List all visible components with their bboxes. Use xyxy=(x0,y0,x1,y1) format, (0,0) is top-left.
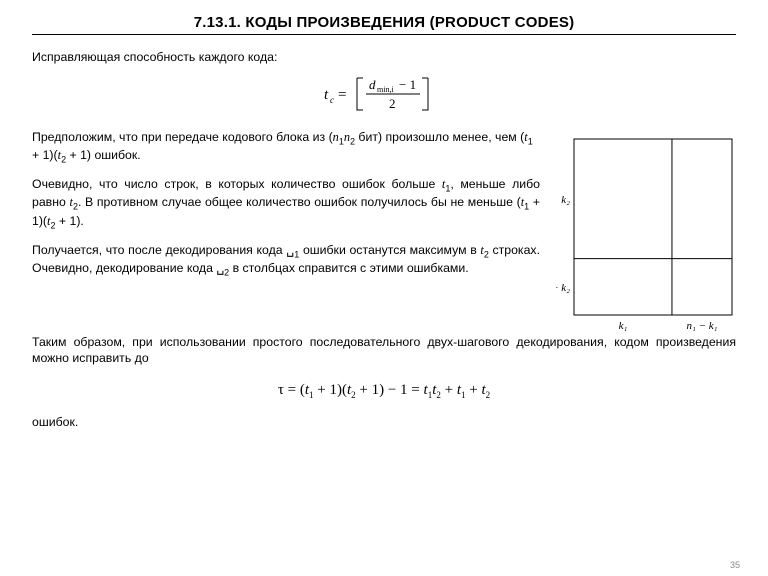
formula-tau: τ = (t1 + 1)(t2 + 1) − 1 = t1t2 + t1 + t… xyxy=(32,381,736,400)
figure-column: k₂ n₂ − k₂ k₁ n₁ − k₁ xyxy=(556,129,736,340)
text-column: Предположим, что при передаче кодового б… xyxy=(32,129,540,340)
para-intro: Исправляющая способность каждого кода: xyxy=(32,49,736,66)
p2d: + 1) ошибок. xyxy=(66,148,141,162)
p3e: + 1). xyxy=(55,214,83,228)
p2b: бит) произошло менее, чем ( xyxy=(355,130,524,144)
f1-num-minus1: − 1 xyxy=(399,77,416,92)
para-3: Очевидно, что число строк, в которых кол… xyxy=(32,176,540,232)
p4a: Получается, что после декодирования кода… xyxy=(32,243,294,257)
svg-text:n₂ − k₂: n₂ − k₂ xyxy=(556,281,570,293)
p3c: . В противном случае общее количество ош… xyxy=(78,195,521,209)
page: 7.13.1. КОДЫ ПРОИЗВЕДЕНИЯ (PRODUCT CODES… xyxy=(0,0,768,576)
f1-num-sub: min,i xyxy=(377,85,394,94)
f1-den: 2 xyxy=(389,96,396,111)
para-5: Таким образом, при использовании простог… xyxy=(32,334,736,367)
p3a: Очевидно, что число строк, в которых кол… xyxy=(32,177,442,191)
p2a: Предположим, что при передаче кодового б… xyxy=(32,130,333,144)
f1-lhs-sub: c xyxy=(330,95,334,105)
body: Исправляющая способность каждого кода: t… xyxy=(32,49,736,430)
formula-tc: t c = d min,i − 1 2 xyxy=(32,72,736,121)
svg-text:k₁: k₁ xyxy=(619,320,628,332)
para-2: Предположим, что при передаче кодового б… xyxy=(32,129,540,166)
section-title: 7.13.1. КОДЫ ПРОИЗВЕДЕНИЯ (PRODUCT CODES… xyxy=(32,14,736,31)
svg-text:n₁ − k₁: n₁ − k₁ xyxy=(686,320,717,332)
p2c: + 1)( xyxy=(32,148,58,162)
two-col: Предположим, что при передаче кодового б… xyxy=(32,129,736,340)
p4d: в столбцах справится с этими ошибками. xyxy=(229,261,469,275)
f1-eq: = xyxy=(338,87,346,103)
p4b: ошибки останутся максимум в xyxy=(299,243,480,257)
f1-lhs: t xyxy=(324,87,329,103)
f1-right-bracket xyxy=(422,78,428,110)
para-4: Получается, что после декодирования кода… xyxy=(32,242,540,279)
page-number: 35 xyxy=(730,560,740,570)
para-6: ошибок. xyxy=(32,414,736,431)
title-underline xyxy=(32,34,736,35)
f1-num-d: d xyxy=(369,77,376,92)
product-code-diagram: k₂ n₂ − k₂ k₁ n₁ − k₁ xyxy=(556,135,736,335)
f1-left-bracket xyxy=(357,78,363,110)
svg-text:k₂: k₂ xyxy=(561,193,570,205)
